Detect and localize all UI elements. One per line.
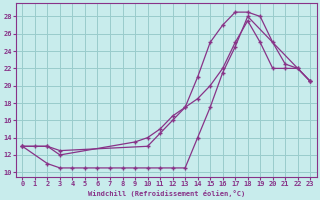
X-axis label: Windchill (Refroidissement éolien,°C): Windchill (Refroidissement éolien,°C) — [88, 190, 245, 197]
